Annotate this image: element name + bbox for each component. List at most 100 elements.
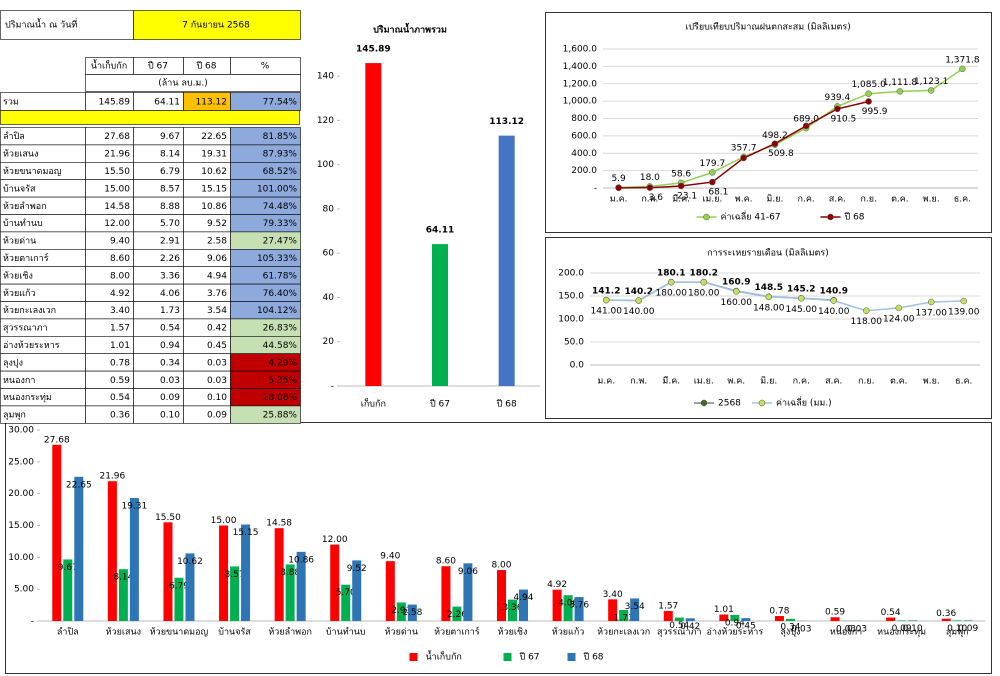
data-label: 939.4: [824, 93, 850, 103]
data-label: 1.57: [658, 602, 678, 612]
data-label: 1,123.1: [914, 77, 948, 87]
point: [740, 154, 747, 162]
x-tick-label: สุวรรณาภา: [657, 628, 702, 638]
row-name: หนองกระทุ่ม: [3, 393, 52, 403]
bar: [552, 589, 562, 621]
bar: [741, 618, 751, 621]
point: [830, 297, 837, 304]
data-label: 160.00: [721, 298, 753, 308]
legend-label: ค่าเฉลี่ย (มม.): [776, 396, 832, 409]
data-label: 9.52: [347, 564, 367, 574]
row-value: 3.36: [160, 271, 180, 281]
y-tick-label: 100.0: [558, 315, 584, 325]
point: [668, 278, 675, 286]
legend-label: ปี 68: [583, 652, 603, 663]
data-label: 0.03: [791, 624, 811, 634]
row-value: 9.06: [207, 254, 227, 264]
row-value: 1.73: [160, 306, 180, 316]
x-tick-label: ห้วยด่าน: [385, 627, 418, 638]
data-label: 0.42: [680, 622, 700, 632]
x-tick-label: ห้วยลำพอก: [268, 627, 312, 638]
point: [615, 184, 622, 192]
point: [896, 88, 904, 95]
point: [733, 288, 740, 295]
chart-title: เปรียบเทียบปริมาณฝนตกสะสม (มิลลิเมตร): [685, 22, 851, 33]
bar: [630, 598, 640, 621]
bar: [563, 595, 573, 621]
data-label: 5.9: [611, 174, 626, 184]
bar: [452, 606, 462, 621]
row-value: 3.40: [110, 306, 130, 316]
x-tick-label: พ.ค.: [727, 377, 745, 387]
bar: [432, 244, 448, 386]
data-label: 140.9: [820, 287, 848, 297]
data-label: 498.2: [762, 131, 788, 141]
row-name: ลำปิล: [3, 131, 25, 142]
evaporation-chart-frame: [545, 237, 992, 419]
x-tick-label: ก.พ.: [630, 377, 647, 387]
row-value: 61.78%: [263, 271, 298, 281]
data-label: 64.11: [426, 226, 454, 236]
bar: [508, 599, 517, 621]
x-tick-label: พ.ย.: [923, 195, 940, 205]
x-tick-label: ห้วยกะเลงเวก: [597, 627, 650, 638]
data-label: 1.01: [714, 605, 734, 615]
row-value: 44.58%: [263, 341, 298, 351]
legend-marker: [700, 399, 708, 407]
row-name: ห้วยตาเการ์: [3, 252, 49, 264]
row-value: 4.92: [110, 289, 130, 299]
bar: [497, 570, 506, 621]
data-label: 9.67: [58, 563, 78, 573]
x-tick-label: บ้านจรัส: [218, 627, 251, 638]
data-label: 1,111.8: [883, 78, 918, 88]
data-label: 8.88: [280, 568, 300, 578]
x-tick-label: ก.ย.: [860, 195, 876, 205]
data-label: 8.57: [225, 570, 245, 580]
data-label: 2.26: [447, 610, 467, 620]
bar: [365, 63, 382, 386]
data-label: 357.7: [731, 143, 757, 153]
bar: [830, 617, 840, 621]
data-label: 3.76: [569, 601, 589, 611]
data-label: 0.34: [780, 622, 800, 632]
bar: [63, 559, 73, 621]
y-tick-label: 120: [317, 116, 334, 126]
bar: [730, 615, 740, 621]
data-label: 1,085.0: [851, 80, 886, 90]
highlight-band: [0, 110, 300, 125]
row-value: 4.29%: [268, 358, 297, 368]
data-label: 141.2: [592, 287, 620, 297]
table-cell: [230, 405, 301, 424]
data-label: 145.00: [786, 305, 818, 315]
y-tick-label: 800.0: [571, 114, 597, 124]
bar: [519, 589, 528, 621]
bar: [941, 618, 951, 621]
date-label: ปริมาณน้ำ ณ วันที่: [5, 18, 77, 31]
bar: [74, 476, 84, 621]
bar: [498, 135, 515, 386]
x-tick-label: ห้วยตาเการ์: [434, 626, 480, 638]
x-tick-label: ห้วยเชิง: [498, 627, 528, 638]
point: [865, 98, 872, 105]
data-label: 5.70: [336, 588, 356, 598]
x-tick-label: ส.ค.: [825, 377, 842, 387]
y-tick-label: 600.0: [571, 131, 597, 141]
y-tick-label: 200.0: [558, 269, 584, 279]
point: [765, 293, 772, 301]
data-label: 148.5: [755, 283, 783, 293]
data-label: 8.60: [436, 557, 456, 567]
data-label: 148.00: [753, 303, 785, 313]
data-label: 6.79: [169, 581, 189, 591]
y-tick-label: 50.0: [564, 338, 584, 348]
bar: [897, 620, 907, 621]
point: [603, 296, 610, 304]
bar: [107, 481, 117, 621]
data-label: 4.06: [558, 599, 578, 609]
data-label: 139.00: [948, 308, 980, 318]
row-value: 0.45: [207, 341, 227, 351]
x-tick-label: มี.ค.: [662, 376, 680, 387]
row-value: 87.93%: [263, 150, 298, 160]
x-tick-label: ก.พ.: [641, 195, 658, 205]
row-name: บ้านทำนบ: [3, 218, 43, 229]
x-tick-label: ม.ค.: [610, 195, 628, 205]
